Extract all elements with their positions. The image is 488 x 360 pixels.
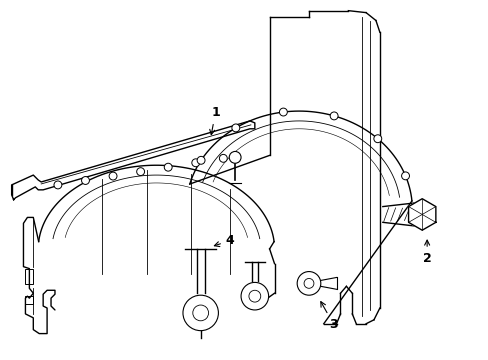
- Circle shape: [197, 156, 204, 164]
- FancyBboxPatch shape: [25, 269, 33, 284]
- Text: 2: 2: [422, 240, 430, 265]
- Text: 1: 1: [209, 106, 220, 135]
- Circle shape: [54, 181, 62, 189]
- Circle shape: [231, 124, 239, 132]
- Polygon shape: [12, 121, 254, 200]
- Circle shape: [219, 154, 227, 162]
- Circle shape: [401, 172, 408, 180]
- Circle shape: [191, 159, 199, 167]
- Circle shape: [297, 271, 320, 295]
- Polygon shape: [408, 199, 435, 230]
- Circle shape: [81, 176, 89, 184]
- Circle shape: [229, 152, 241, 163]
- Circle shape: [192, 305, 208, 321]
- Circle shape: [109, 172, 117, 180]
- Text: 4: 4: [214, 234, 234, 247]
- Circle shape: [248, 290, 260, 302]
- Circle shape: [183, 295, 218, 330]
- Text: 3: 3: [320, 302, 337, 331]
- Circle shape: [279, 108, 287, 116]
- FancyBboxPatch shape: [25, 296, 33, 304]
- Circle shape: [137, 168, 144, 176]
- Circle shape: [373, 135, 381, 143]
- Circle shape: [241, 282, 268, 310]
- Circle shape: [329, 112, 337, 120]
- Circle shape: [164, 163, 172, 171]
- Circle shape: [304, 278, 313, 288]
